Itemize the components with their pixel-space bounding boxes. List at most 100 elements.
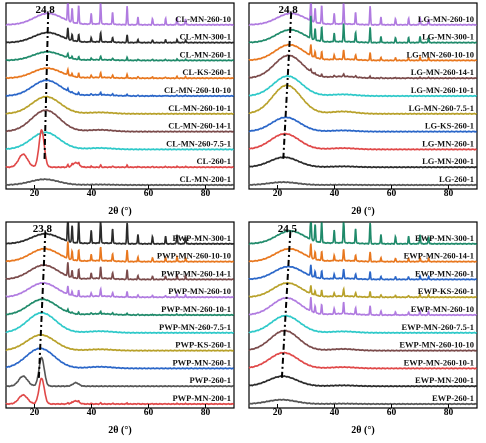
series-label: CL-MN-260-10-1 (168, 103, 231, 113)
x-tick-label: 60 (144, 408, 154, 418)
series-label: EWP-MN-300-1 (415, 233, 474, 243)
series-label: LG-MN-260-7.5-1 (409, 103, 474, 113)
chart-panel-ewp: EWP-MN-300-1 EWP-MN-260-14-1 EWP-MN-260-1 E… (243, 219, 486, 438)
series-line-EWP-MN-200-1 (248, 374, 478, 388)
x-tick-label: 60 (387, 408, 397, 418)
series-label: CL-MN-300-1 (180, 32, 231, 42)
series-line-EWP-MN-260-1 (248, 264, 478, 281)
x-tick-label: 40 (87, 408, 97, 418)
series-label: LG-KS-260-1 (425, 121, 474, 131)
peak-position-label: 24.8 (279, 4, 299, 16)
series-label: EWP-MN-260-10-10 (399, 340, 474, 350)
series-label: EWP-260-1 (432, 393, 474, 403)
chart-panel-cl: CL-MN-260-10 CL-MN-300-1 CL-MN-260-1 CL-KS-… (0, 0, 243, 219)
x-tick-label: 60 (144, 189, 154, 199)
series-label: LG-MN-260-14-1 (411, 67, 474, 77)
series-label: CL-MN-260-1 (180, 49, 231, 59)
series-label: LG-MN-200-1 (422, 156, 474, 166)
series-label: LG-MN-260-10-1 (411, 85, 474, 95)
plot-frame (248, 221, 478, 409)
x-tick-label: 40 (87, 189, 97, 199)
series-line-EWP-MN-260-10-1 (248, 351, 478, 370)
peak-position-label: 24.8 (36, 4, 56, 16)
series-line-EWP-MN-260-14-1 (248, 243, 478, 263)
series-line-LG-MN-260-10 (248, 3, 477, 27)
series-label: LG-MN-300-1 (422, 32, 474, 42)
series-line-CL-MN-260-10-1 (5, 95, 235, 116)
series-line-PWP-MN-260-7.5-1 (5, 311, 235, 335)
peak-shift-line (280, 231, 292, 381)
series-label: EWP-MN-260-10-1 (404, 357, 474, 367)
xrd-chart-cl: CL-MN-260-10 CL-MN-300-1 CL-MN-260-1 CL-KS-… (5, 2, 235, 217)
x-tick-label: 20 (273, 189, 283, 199)
series-label: CL-KS-260-1 (182, 67, 231, 77)
series-line-CL-MN-260-10 (5, 3, 234, 27)
x-tick-label: 60 (387, 189, 397, 199)
series-line-PWP-MN-200-1 (5, 377, 234, 406)
series-line-CL-KS-260-1 (5, 66, 234, 80)
series-label: CL-MN-260-10 (175, 14, 231, 24)
series-label: PWP-MN-260-10-10 (157, 251, 231, 261)
peak-shift-line (282, 12, 293, 162)
series-label: CL-260-1 (197, 156, 231, 166)
series-line-CL-MN-260-7.5-1 (5, 131, 235, 151)
series-label: LG-MN-260-1 (422, 138, 474, 148)
x-tick-label: 20 (30, 189, 40, 199)
x-tick-label: 40 (330, 408, 340, 418)
peak-shift-line (43, 12, 50, 162)
series-line-EWP-MN-260-7.5-1 (248, 314, 478, 335)
series-line-PWP-260-1 (5, 356, 235, 388)
series-label: CL-MN-260-7.5-1 (166, 138, 231, 148)
series-line-CL-MN-260-14-1 (5, 109, 234, 133)
x-tick-label: 80 (201, 408, 211, 418)
series-label: EWP-MN-260-7.5-1 (402, 322, 474, 332)
series-line-LG-MN-300-1 (248, 15, 478, 44)
series-label: EWP-MN-260-1 (415, 268, 474, 278)
series-label: LG-MN-260-10 (418, 14, 474, 24)
series-label: PWP-MN-260-7.5-1 (159, 322, 231, 332)
series-line-LG-MN-260-10-1 (248, 74, 478, 98)
series-line-LG-MN-260-10-10 (248, 43, 478, 62)
series-label: PWP-MN-260-10 (168, 286, 231, 296)
series-line-CL-MN-300-1 (5, 27, 235, 44)
series-label: PWP-MN-260-14-1 (161, 268, 231, 278)
series-line-LG-MN-260-14-1 (248, 54, 477, 80)
series-label: CL-MN-200-1 (180, 174, 231, 184)
series-line-LG-MN-200-1 (248, 155, 478, 169)
series-line-LG-KS-260-1 (248, 116, 477, 133)
chart-panel-pwp: PWP-MN-300-1 PWP-MN-260-10-10 PWP-MN-260-1… (0, 219, 243, 438)
plot-frame (5, 221, 235, 409)
xrd-chart-lg: LG-MN-260-10 LG-MN-300-1 LG-MN-260-10-10 LG… (248, 2, 478, 217)
series-label: CL-MN-260-10-10 (164, 85, 231, 95)
series-label: EWP-MN-200-1 (415, 375, 474, 385)
series-label: EWP-KS-260-1 (418, 286, 474, 296)
series-line-EWP-KS-260-1 (248, 281, 477, 299)
series-label: PWP-260-1 (189, 375, 231, 385)
series-line-PWP-MN-260-1 (5, 347, 235, 370)
series-label: PWP-KS-260-1 (175, 340, 231, 350)
series-label: CL-MN-260-14-1 (168, 121, 231, 131)
series-line-EWP-MN-300-1 (248, 222, 477, 246)
series-line-PWP-MN-260-10 (5, 281, 234, 299)
series-line-CL-MN-260-10-10 (5, 79, 235, 98)
series-line-PWP-MN-260-10-1 (5, 298, 235, 317)
x-tick-label: 20 (30, 408, 40, 418)
x-axis-label: 2θ (°) (108, 425, 131, 436)
peak-position-label: 24.5 (278, 223, 298, 235)
series-line-CL-MN-200-1 (5, 178, 234, 187)
series-line-CL-MN-260-1 (5, 50, 235, 62)
peak-shift-line (37, 231, 47, 381)
x-axis-label: 2θ (°) (108, 206, 131, 217)
peak-position-label: 23.8 (33, 223, 53, 235)
series-label: LG-260-1 (439, 174, 474, 184)
series-label: PWP-MN-200-1 (172, 393, 231, 403)
x-tick-label: 20 (273, 408, 283, 418)
chart-panel-lg: LG-MN-260-10 LG-MN-300-1 LG-MN-260-10-10 LG… (243, 0, 486, 219)
x-axis-label: 2θ (°) (351, 206, 374, 217)
x-tick-label: 80 (444, 189, 454, 199)
series-label: PWP-MN-260-1 (172, 357, 231, 367)
series-line-PWP-KS-260-1 (5, 333, 234, 352)
series-line-EWP-260-1 (248, 398, 477, 406)
series-label: EWP-MN-260-14-1 (404, 251, 474, 261)
series-line-EWP-MN-260-10-10 (248, 329, 477, 352)
